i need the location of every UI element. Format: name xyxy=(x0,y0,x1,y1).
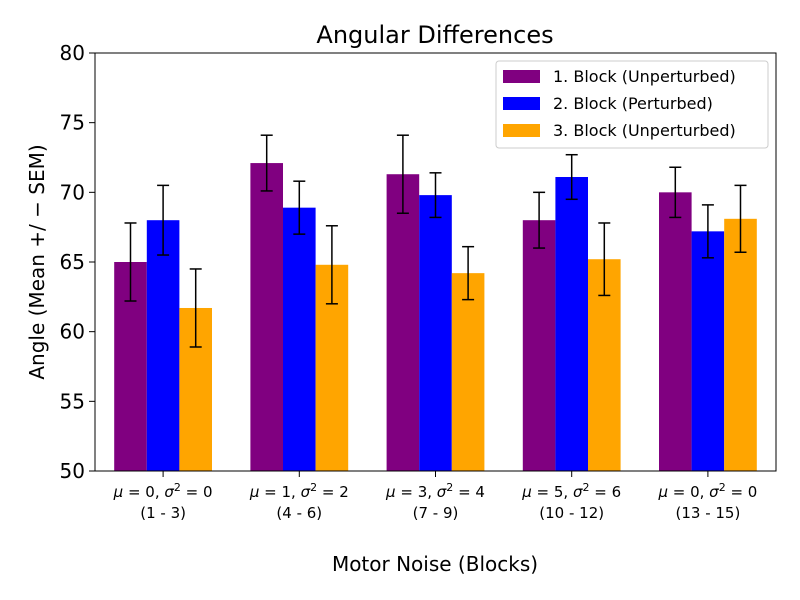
legend-label-3: 3. Block (Unperturbed) xyxy=(553,121,736,140)
x-tick-label-blocks: (7 - 9) xyxy=(413,504,459,522)
bar-series3-cat5 xyxy=(724,218,757,471)
legend-swatch-3 xyxy=(503,124,540,137)
legend-label-1: 1. Block (Unperturbed) xyxy=(553,67,736,86)
legend-swatch-1 xyxy=(503,70,540,83)
y-tick-label: 50 xyxy=(60,459,85,483)
legend-box xyxy=(495,60,769,149)
y-tick-label: 70 xyxy=(60,180,85,204)
error-bar-series1-cat3 xyxy=(396,134,409,214)
chart-title: Angular Differences xyxy=(316,21,553,49)
y-tick-label: 75 xyxy=(60,111,85,135)
x-axis-label: Motor Noise (Blocks) xyxy=(332,552,538,576)
error-bar-series2-cat1 xyxy=(157,184,170,256)
x-tick-label-params: μ = 1, σ2 = 2 xyxy=(249,481,349,501)
error-bar-series2-cat3 xyxy=(429,172,442,219)
y-tick-label: 80 xyxy=(60,41,85,65)
legend-label-2: 2. Block (Perturbed) xyxy=(553,94,713,113)
error-bar-series3-cat1 xyxy=(189,268,202,348)
error-bar-series1-cat4 xyxy=(533,191,546,249)
error-bar-series3-cat2 xyxy=(325,225,338,305)
x-tick-label-params: μ = 5, σ2 = 6 xyxy=(521,481,621,501)
y-tick-label: 60 xyxy=(60,320,85,344)
bar-series1-cat4 xyxy=(522,220,556,471)
x-tick-label-blocks: (10 - 12) xyxy=(539,504,604,522)
error-bar-series1-cat2 xyxy=(260,134,273,192)
bars-group xyxy=(114,163,757,472)
error-bar-series3-cat3 xyxy=(462,245,475,301)
error-bars-group xyxy=(124,134,747,348)
y-tick-label: 55 xyxy=(60,389,85,413)
x-tick-label-blocks: (1 - 3) xyxy=(140,504,186,522)
bar-series3-cat3 xyxy=(451,273,485,471)
error-bar-series2-cat4 xyxy=(565,153,578,201)
bar-series2-cat5 xyxy=(691,231,725,471)
bar-series1-cat2 xyxy=(250,163,283,471)
bar-series2-cat3 xyxy=(419,195,452,471)
bar-series1-cat3 xyxy=(386,174,420,471)
y-axis: 50 55 60 65 70 75 80 xyxy=(60,41,95,483)
x-tick-label-params: μ = 3, σ2 = 4 xyxy=(385,481,485,501)
x-tick-label-blocks: (13 - 15) xyxy=(675,504,740,522)
legend-swatch-2 xyxy=(503,97,540,110)
error-bar-series2-cat2 xyxy=(293,180,306,235)
bar-series2-cat2 xyxy=(283,207,316,471)
y-tick-label: 65 xyxy=(60,250,85,274)
error-bar-series3-cat5 xyxy=(734,184,747,253)
y-axis-label: Angle (Mean +/ − SEM) xyxy=(25,144,49,379)
error-bar-series1-cat1 xyxy=(124,222,137,302)
bar-series2-cat1 xyxy=(146,220,180,471)
bar-series1-cat5 xyxy=(659,192,692,472)
x-tick-label-params: μ = 0, σ2 = 0 xyxy=(113,481,213,501)
x-axis: μ = 0, σ2 = 0 (1 - 3) μ = 1, σ2 = 2 (4 - 6)… xyxy=(113,471,757,522)
bar-series2-cat4 xyxy=(555,177,588,472)
x-tick-label-params: μ = 0, σ2 = 0 xyxy=(657,481,757,501)
error-bar-series3-cat4 xyxy=(598,222,611,297)
legend: 1. Block (Unperturbed) 2. Block (Perturbe… xyxy=(495,60,769,149)
x-tick-label-blocks: (4 - 6) xyxy=(276,504,322,522)
error-bar-series1-cat5 xyxy=(669,166,682,219)
error-bar-series2-cat5 xyxy=(701,204,714,259)
